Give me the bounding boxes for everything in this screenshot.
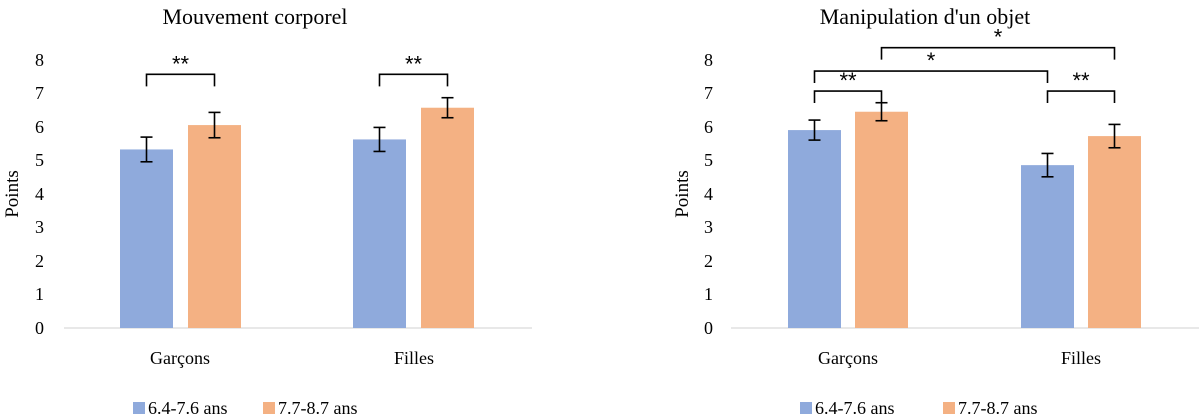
significance-label: ** [1072,68,1090,93]
y-tick-label: 5 [35,150,44,170]
chart-title: Mouvement corporel [162,4,347,29]
significance-brackets: ** **** [813,25,1116,104]
y-tick-label: 8 [35,50,44,70]
x-category-label: Filles [394,348,434,368]
significance-label: * [994,25,1003,50]
legend-label: 6.4-7.6 ans [815,398,895,418]
significance-label: ** [172,51,190,76]
y-tick-label: 2 [35,251,44,271]
error-bar [441,96,454,119]
legend-swatch-6-4-7-6 [133,402,145,414]
y-tick-label: 0 [704,318,713,338]
y-tick-label: 5 [704,150,713,170]
significance-bracket: * [813,48,1049,84]
legend: 6.4-7.6 ans 7.7-8.7 ans [133,398,358,418]
y-axis-ticks: 0 1 2 3 4 5 6 7 8 [35,50,44,338]
legend: 6.4-7.6 ans 7.7-8.7 ans [800,398,1038,418]
y-tick-label: 1 [704,284,713,304]
bracket-line [813,90,883,104]
x-category-label: Garçons [818,348,878,368]
significance-bracket: ** [378,51,449,87]
legend-label: 7.7-8.7 ans [958,398,1038,418]
y-tick-label: 3 [704,217,713,237]
error-bar [373,126,386,153]
error-bar [140,136,153,163]
bracket-line [880,46,1116,60]
legend-swatch-7-7-8-7 [943,402,955,414]
bar-garcons-series-1 [788,130,841,328]
legend-swatch-7-7-8-7 [263,402,275,414]
x-category-label: Garçons [150,348,210,368]
bars [788,111,1141,328]
legend-label: 7.7-8.7 ans [278,398,358,418]
chart-mouvement-corporel: Mouvement corporel Points 0 1 2 3 4 5 6 … [2,4,532,418]
bracket-line [145,73,216,87]
y-axis-ticks: 0 1 2 3 4 5 6 7 8 [704,50,713,338]
significance-bracket: ** [145,51,216,87]
error-bar [1108,123,1121,149]
bracket-line [378,73,449,87]
bar-filles-series-1 [353,139,406,328]
x-category-label: Filles [1061,348,1101,368]
y-tick-label: 6 [35,117,44,137]
y-axis-label: Points [2,170,23,218]
y-tick-label: 0 [35,318,44,338]
legend-swatch-6-4-7-6 [800,402,812,414]
y-tick-label: 4 [35,184,44,204]
y-axis-label: Points [672,170,693,218]
error-bars [808,101,1121,178]
bar-filles-series-2 [1088,136,1141,328]
y-tick-label: 7 [35,83,44,103]
error-bars [140,96,454,163]
significance-bracket: ** [1046,68,1116,104]
significance-label: ** [839,68,857,93]
y-tick-label: 4 [704,184,713,204]
bar-garcons-series-1 [120,149,173,328]
significance-label: ** [405,51,423,76]
y-tick-label: 6 [704,117,713,137]
y-tick-label: 3 [35,217,44,237]
significance-brackets: ** ** [145,51,449,87]
significance-label: * [927,48,936,73]
error-bar [808,119,821,141]
bar-garcons-series-2 [188,125,241,328]
significance-bracket: ** [813,68,883,104]
y-tick-label: 8 [704,50,713,70]
legend-label: 6.4-7.6 ans [148,398,228,418]
bar-filles-series-1 [1021,165,1074,328]
error-bar [208,111,221,139]
bracket-line [813,70,1049,84]
chart-title: Manipulation d'un objet [820,4,1031,29]
bar-filles-series-2 [421,107,474,328]
y-tick-label: 2 [704,251,713,271]
chart-manipulation-objet: Manipulation d'un objet Points 0 1 2 3 4… [672,4,1199,418]
significance-bracket: * [880,25,1116,60]
bar-garcons-series-2 [855,111,908,328]
bars [120,107,474,328]
y-tick-label: 7 [704,83,713,103]
error-bar [1041,152,1054,178]
bracket-line [1046,90,1116,104]
y-tick-label: 1 [35,284,44,304]
